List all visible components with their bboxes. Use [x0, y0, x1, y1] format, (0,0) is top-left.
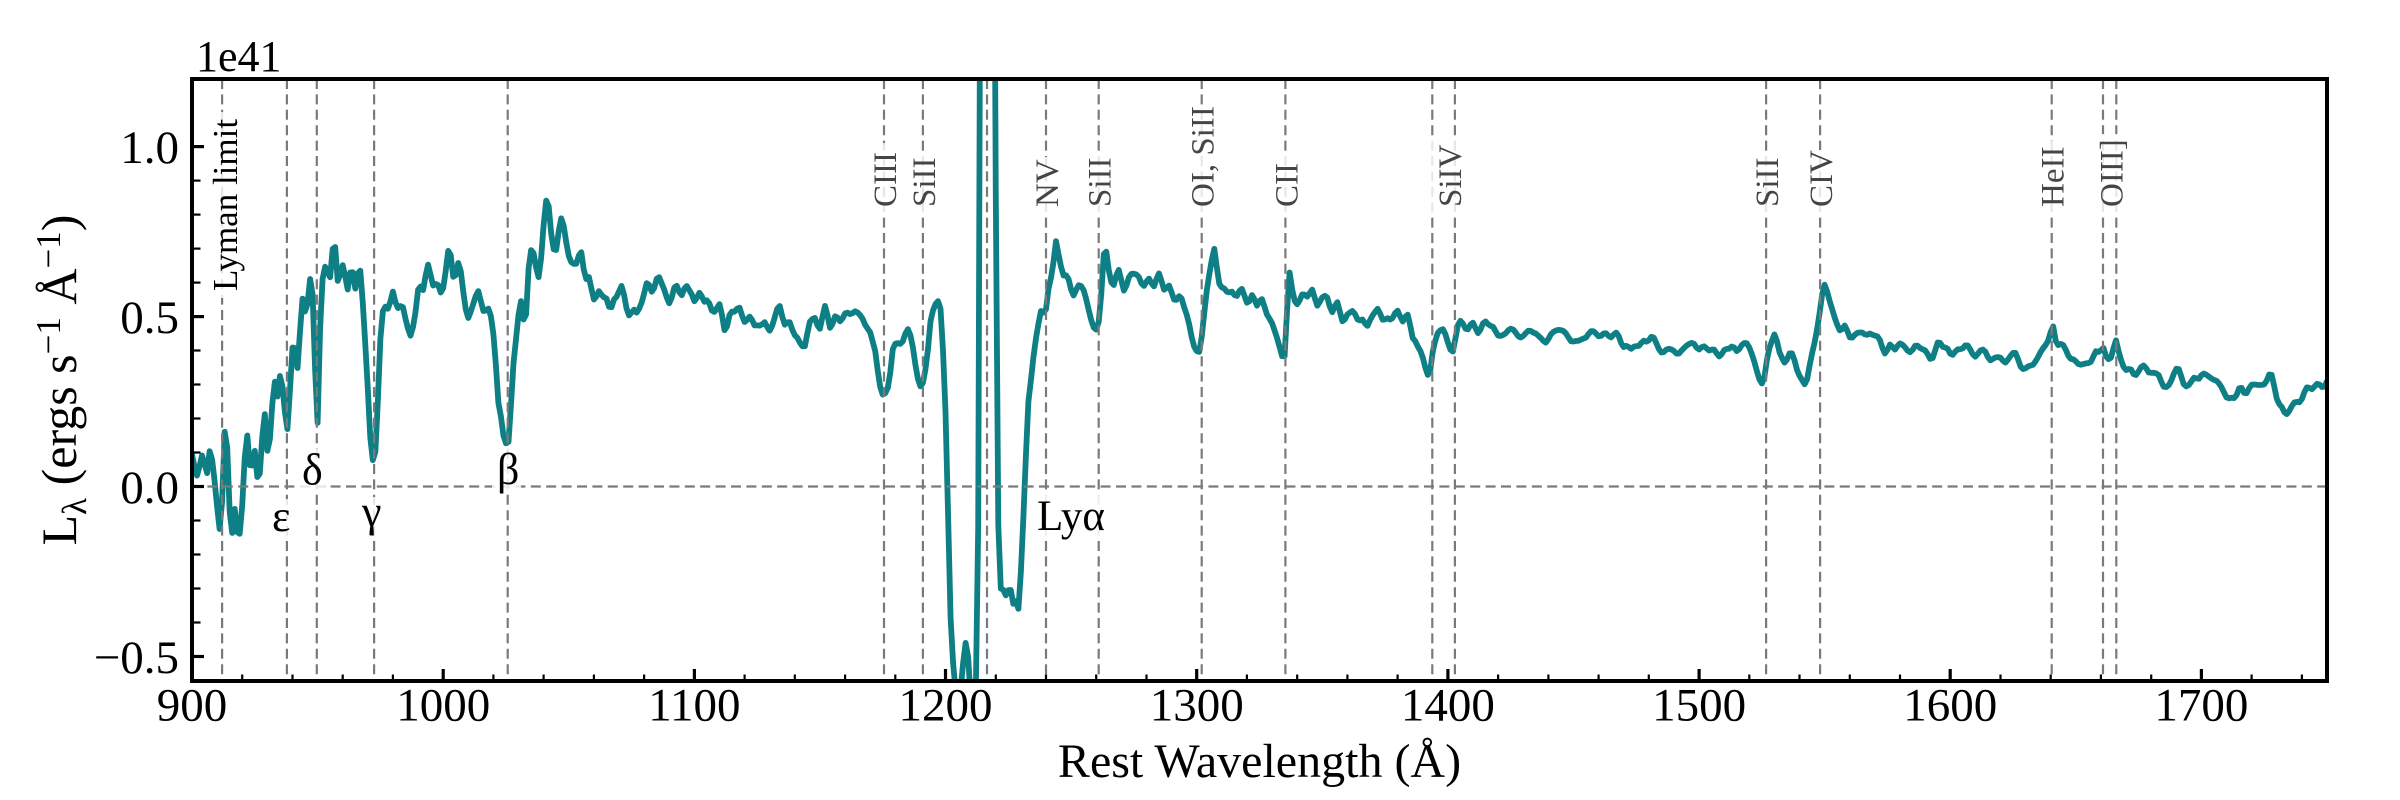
svg-text:HeII: HeII — [2036, 147, 2072, 207]
svg-text:CIII: CIII — [868, 152, 904, 207]
svg-text:1000: 1000 — [396, 680, 490, 732]
svg-text:OIII]: OIII] — [2094, 139, 2130, 207]
svg-text:1500: 1500 — [1652, 680, 1746, 732]
svg-text:SiIV: SiIV — [1433, 144, 1469, 207]
svg-text:1.0: 1.0 — [120, 122, 179, 174]
svg-text:SiII: SiII — [907, 158, 943, 208]
svg-text:Lλ (ergs s−1 Å−1): Lλ (ergs s−1 Å−1) — [29, 215, 94, 546]
svg-text:γ: γ — [361, 487, 381, 536]
svg-text:1100: 1100 — [648, 680, 740, 732]
svg-text:SiII: SiII — [1750, 158, 1786, 208]
svg-text:1600: 1600 — [1903, 680, 1997, 732]
svg-text:δ: δ — [302, 446, 323, 495]
svg-text:−0.5: −0.5 — [94, 632, 179, 684]
svg-text:1700: 1700 — [2154, 680, 2248, 732]
svg-text:1400: 1400 — [1401, 680, 1495, 732]
svg-text:Lyα: Lyα — [1037, 493, 1105, 540]
svg-text:1e41: 1e41 — [196, 32, 282, 81]
svg-text:ε: ε — [272, 492, 290, 541]
svg-text:OI, SiII: OI, SiII — [1186, 106, 1222, 207]
svg-text:Lyman limit: Lyman limit — [206, 119, 245, 291]
svg-text:Rest Wavelength (Å): Rest Wavelength (Å) — [1058, 735, 1461, 788]
svg-text:SiII: SiII — [1083, 158, 1119, 208]
svg-text:CIV: CIV — [1804, 150, 1840, 207]
svg-text:β: β — [497, 445, 519, 494]
svg-text:900: 900 — [157, 680, 228, 732]
svg-text:CII: CII — [1269, 163, 1305, 207]
svg-text:1300: 1300 — [1150, 680, 1244, 732]
svg-text:0.5: 0.5 — [120, 292, 179, 344]
svg-text:NV: NV — [1030, 159, 1066, 207]
svg-text:1200: 1200 — [899, 680, 993, 732]
svg-text:0.0: 0.0 — [120, 462, 179, 514]
